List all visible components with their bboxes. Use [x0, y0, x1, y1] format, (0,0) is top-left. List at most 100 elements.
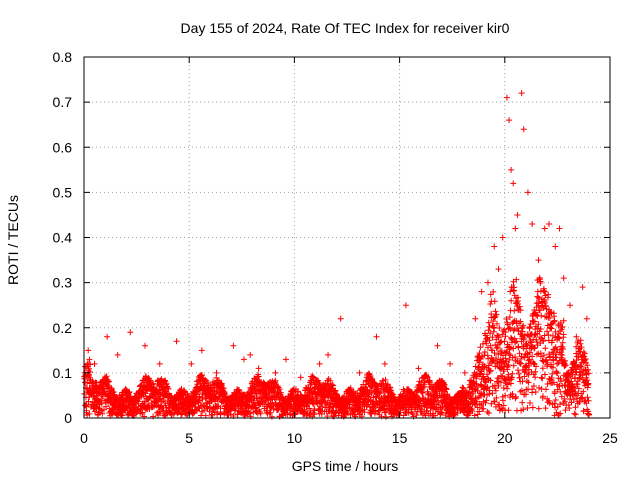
- data-point: [160, 396, 167, 403]
- data-point: [551, 317, 558, 324]
- data-point-peak: [127, 329, 134, 336]
- data-point: [571, 410, 578, 417]
- data-point-peak: [478, 288, 485, 295]
- data-point: [400, 404, 407, 411]
- data-point: [513, 276, 520, 283]
- data-point: [533, 351, 540, 358]
- data-point: [361, 409, 368, 416]
- data-point: [372, 394, 379, 401]
- data-point: [489, 356, 496, 363]
- data-point: [542, 386, 549, 393]
- data-point-peak: [520, 126, 527, 133]
- data-point: [526, 400, 533, 407]
- data-point: [506, 314, 513, 321]
- data-point: [515, 328, 522, 335]
- data-point-peak: [472, 315, 479, 322]
- data-point: [532, 326, 539, 333]
- data-point: [306, 405, 313, 412]
- data-point: [504, 321, 511, 328]
- data-point: [87, 368, 94, 375]
- data-point: [290, 386, 297, 393]
- data-point: [495, 351, 502, 358]
- data-point-peak: [518, 90, 525, 97]
- data-point: [388, 390, 395, 397]
- data-point-peak: [495, 266, 502, 273]
- data-point: [542, 303, 549, 310]
- data-point: [571, 385, 578, 392]
- data-point: [191, 401, 198, 408]
- data-point: [535, 405, 542, 412]
- data-point-peak: [213, 369, 220, 376]
- data-point: [540, 352, 547, 359]
- data-point: [584, 362, 591, 369]
- data-point: [474, 404, 481, 411]
- data-point: [330, 413, 337, 420]
- data-point: [531, 318, 538, 325]
- data-point: [489, 390, 496, 397]
- data-point: [538, 374, 545, 381]
- chart-title: Day 155 of 2024, Rate Of TEC Index for r…: [181, 20, 510, 36]
- y-tick-label: 0.7: [53, 94, 73, 110]
- data-point: [548, 374, 555, 381]
- data-point: [580, 388, 587, 395]
- data-point: [485, 327, 492, 334]
- data-point: [309, 373, 316, 380]
- data-point: [557, 401, 564, 408]
- data-point: [478, 401, 485, 408]
- data-point: [511, 292, 518, 299]
- data-point: [487, 377, 494, 384]
- data-point: [333, 390, 340, 397]
- data-point: [491, 398, 498, 405]
- data-point: [200, 402, 207, 409]
- data-point: [566, 405, 573, 412]
- data-point: [476, 408, 483, 415]
- data-point-peak: [240, 356, 247, 363]
- data-point: [585, 411, 592, 418]
- data-point: [98, 407, 105, 414]
- data-point: [509, 391, 516, 398]
- data-point-peak: [99, 378, 106, 385]
- data-point: [525, 379, 532, 386]
- data-point: [497, 379, 504, 386]
- data-point-peak: [316, 360, 323, 367]
- data-point: [583, 359, 590, 366]
- data-point: [555, 411, 562, 418]
- data-point: [486, 323, 493, 330]
- data-point: [365, 393, 372, 400]
- data-point: [270, 389, 277, 396]
- y-axis-label: ROTI / TECUs: [5, 195, 21, 285]
- data-point: [91, 408, 98, 415]
- x-tick-label: 15: [392, 430, 408, 446]
- data-point-peak: [560, 275, 567, 282]
- data-point-peak: [461, 369, 468, 376]
- data-point: [202, 376, 209, 383]
- data-point: [217, 411, 224, 418]
- data-point: [570, 384, 577, 391]
- data-point: [400, 412, 407, 419]
- data-point: [529, 353, 536, 360]
- data-point: [250, 397, 257, 404]
- data-point-peak: [484, 279, 491, 286]
- data-point: [546, 314, 553, 321]
- data-points: [81, 90, 592, 420]
- data-point: [576, 375, 583, 382]
- data-point: [518, 387, 525, 394]
- data-point: [549, 370, 556, 377]
- data-point: [560, 331, 567, 338]
- data-point: [515, 294, 522, 301]
- data-point: [236, 386, 243, 393]
- data-point-peak: [545, 220, 552, 227]
- data-point: [491, 298, 498, 305]
- data-point: [531, 345, 538, 352]
- data-point: [215, 394, 222, 401]
- data-point: [483, 340, 490, 347]
- data-point: [506, 344, 513, 351]
- data-point: [497, 339, 504, 346]
- data-point: [501, 326, 508, 333]
- data-point: [511, 284, 518, 291]
- data-point: [501, 338, 508, 345]
- data-point: [537, 353, 544, 360]
- data-point: [539, 365, 546, 372]
- data-point: [543, 306, 550, 313]
- data-point: [252, 404, 259, 411]
